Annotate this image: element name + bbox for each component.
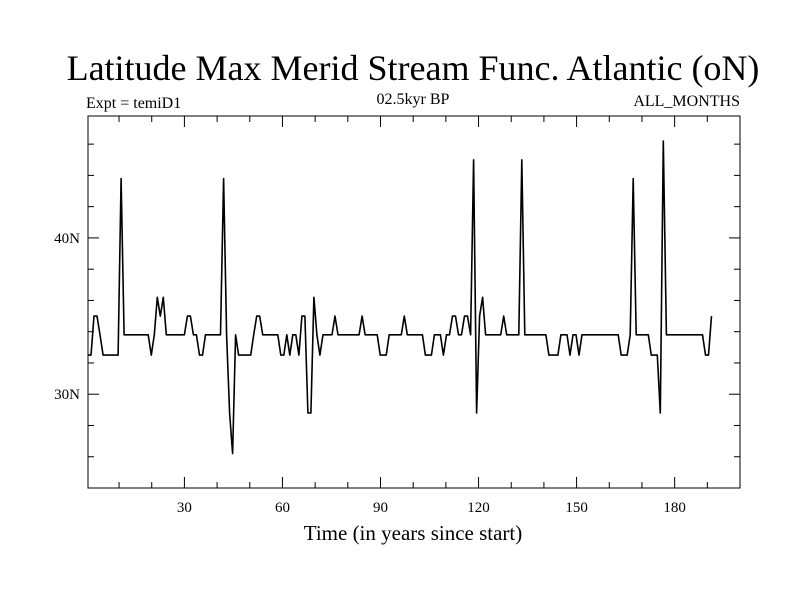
x-tick-label: 30 xyxy=(177,500,192,516)
y-tick-label: 40N xyxy=(54,231,80,247)
x-tick-label: 180 xyxy=(663,500,686,516)
series-line xyxy=(88,140,713,455)
subtitle-left: Expt = temiD1 xyxy=(86,95,181,112)
x-tick-label: 60 xyxy=(275,500,290,516)
x-tick-label: 150 xyxy=(565,500,588,516)
y-tick-label: 30N xyxy=(54,387,80,403)
series-group xyxy=(88,140,713,455)
axis-tick-labels: 30 60 90 120 150 180 30N 40N xyxy=(54,231,686,516)
plot-frame xyxy=(87,115,741,489)
x-tick-label: 120 xyxy=(467,500,490,516)
chart-title: Latitude Max Merid Stream Func. Atlantic… xyxy=(67,48,760,88)
axis-ticks xyxy=(88,116,741,489)
x-axis-label: Time (in years since start) xyxy=(304,521,523,545)
subtitle-center: 02.5kyr BP xyxy=(377,91,450,108)
subtitle-right: ALL_MONTHS xyxy=(633,93,740,110)
x-tick-label: 90 xyxy=(373,500,388,516)
